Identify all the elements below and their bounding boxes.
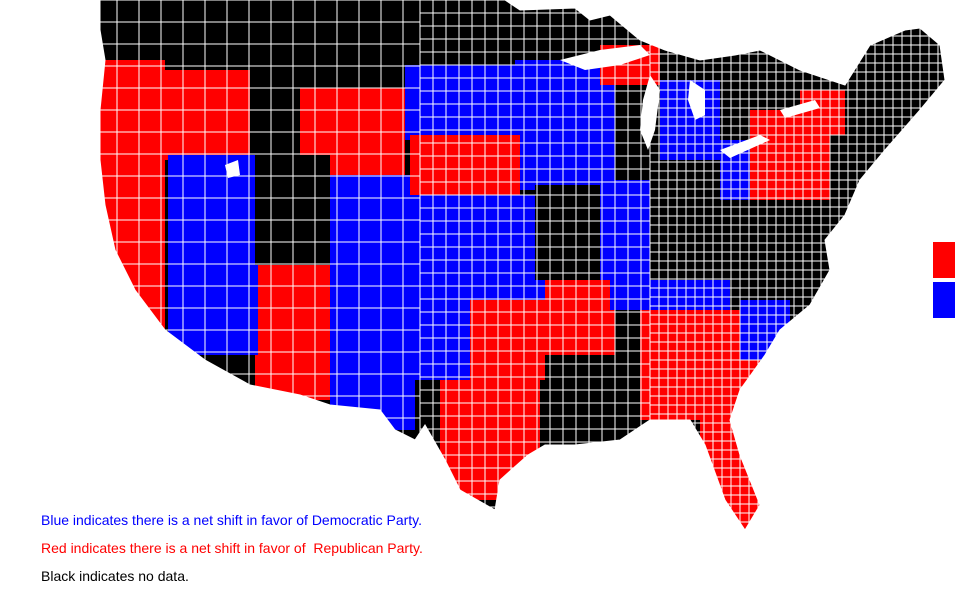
region-blue-kansas: [415, 195, 535, 280]
region-red-idaho-montana: [150, 70, 250, 160]
region-red-arkansas: [545, 280, 615, 355]
region-black-missouri: [535, 185, 610, 280]
region-black-virginia: [760, 200, 830, 300]
legend-black-text: Black indicates no data.: [41, 568, 189, 584]
legend-swatch-red: [933, 242, 955, 278]
lake-superior: [560, 45, 650, 70]
region-red-texas: [440, 380, 540, 500]
lake-huron: [688, 80, 705, 120]
region-red-nebraska: [410, 135, 520, 195]
region-red-new-york: [800, 90, 850, 135]
lake-ontario: [780, 100, 820, 118]
region-red-south-texas: [470, 300, 545, 380]
lake-michigan: [640, 75, 660, 150]
region-blue-illinois: [600, 180, 650, 280]
legend-red-text: Red indicates there is a net shift in fa…: [41, 540, 423, 556]
lake-erie: [720, 135, 770, 158]
region-blue-nevada: [168, 155, 258, 355]
us-outline: [99, 0, 946, 531]
region-blue-upper-midwest: [515, 60, 615, 190]
region-blue-colorado-newmexico: [330, 175, 415, 430]
region-black-deep-south: [545, 355, 645, 445]
legend-blue-text: Blue indicates there is a net shift in f…: [41, 512, 423, 528]
region-blue-tennessee: [610, 280, 730, 310]
legend-swatch-blue: [933, 282, 955, 318]
great-salt-lake: [225, 160, 240, 178]
